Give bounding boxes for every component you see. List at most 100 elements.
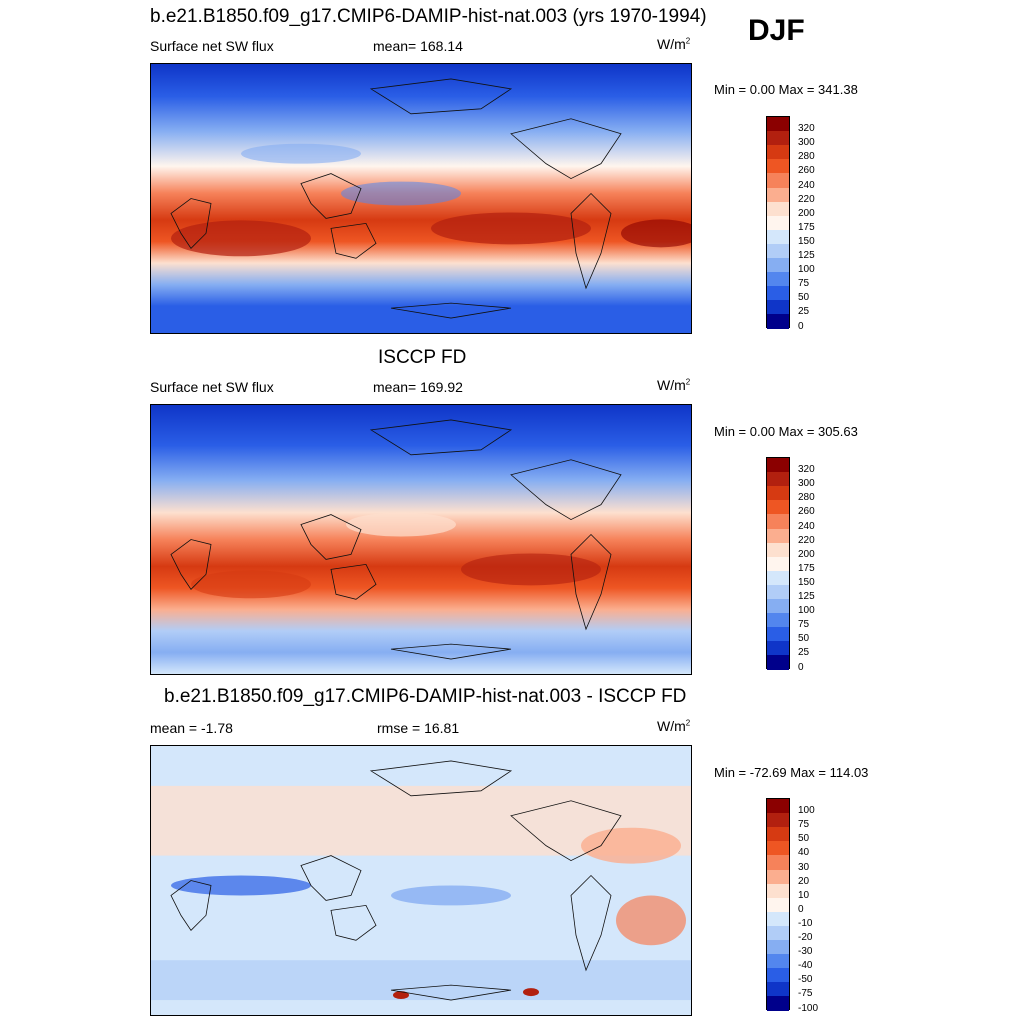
panel1-colorbar-label: 300 — [798, 137, 815, 149]
panel1-mean-label: mean= 168.14 — [373, 38, 463, 54]
panel2-colorbar-swatch — [767, 556, 789, 572]
panel1-map — [150, 63, 692, 334]
panel1-colorbar-swatch — [767, 187, 789, 203]
panel2-colorbar-swatch — [767, 613, 789, 628]
panel2-colorbar-label: 200 — [798, 548, 815, 560]
panel2-colorbar-label: 280 — [798, 492, 815, 504]
panel2-colorbar-label: 0 — [798, 661, 804, 673]
panel1-colorbar-swatch — [767, 229, 789, 245]
panel2-colorbar-swatch — [767, 486, 789, 501]
panel1-colorbar-label: 280 — [798, 151, 815, 163]
panel3-colorbar-swatch — [767, 996, 789, 1011]
panel1-colorbar-label: 100 — [798, 264, 815, 276]
panel3-colorbar-label: 10 — [798, 889, 810, 901]
panel3-colorbar-label: 75 — [798, 819, 810, 831]
panel2-colorbar-swatch — [767, 641, 789, 656]
panel3-minmax: Min = -72.69 Max = 114.03 — [714, 765, 869, 780]
panel2-colorbar-label: 175 — [798, 562, 815, 574]
panel3-colorbar-label: 30 — [798, 861, 810, 873]
panel3-colorbar-label: 20 — [798, 875, 810, 887]
panel1-colorbar-swatch — [767, 286, 789, 301]
panel3-colorbar-swatch — [767, 799, 789, 814]
panel3-colorbar-label: -20 — [798, 932, 813, 943]
panel2-colorbar-swatch — [767, 655, 789, 670]
panel3-colorbar-swatch — [767, 827, 789, 842]
panel2-colorbar-label: 240 — [798, 520, 815, 532]
panel3-colorbar-swatch — [767, 841, 789, 856]
panel2-map — [150, 404, 692, 675]
panel1-colorbar-swatch — [767, 300, 789, 315]
panel2-colorbar-label: 50 — [798, 633, 810, 645]
panel3-colorbar-label: 0 — [798, 903, 804, 915]
panel2-colorbar-label: 220 — [798, 534, 815, 546]
panel1-colorbar-label: 0 — [798, 320, 804, 332]
panel3-colorbar-swatch — [767, 982, 789, 997]
panel2-units: W/m2 — [657, 377, 691, 393]
panel1-colorbar-box — [766, 116, 790, 329]
panel1-colorbar-label: 75 — [798, 278, 810, 290]
panel1-colorbar-label: 260 — [798, 165, 815, 177]
panel3-colorbar-label: 50 — [798, 833, 810, 845]
panel3-colorbar-swatch — [767, 883, 789, 899]
panel3-colorbar-swatch — [767, 954, 789, 969]
panel1-colorbar-label: 175 — [798, 221, 815, 233]
panel3-colorbar-label: -100 — [798, 1002, 819, 1014]
panel3-colorbar-label: -30 — [798, 946, 813, 958]
panel1-title: b.e21.B1850.f09_g17.CMIP6-DAMIP-hist-nat… — [150, 6, 707, 27]
panel1-minmax: Min = 0.00 Max = 341.38 — [714, 82, 858, 97]
panel2-colorbar-swatch — [767, 514, 789, 529]
panel2-colorbar-label: 320 — [798, 464, 815, 476]
panel2-colorbar-swatch — [767, 542, 789, 558]
panel1-colorbar-swatch — [767, 201, 789, 217]
panel3-colorbar-label: -10 — [798, 917, 813, 929]
panel2-colorbar-label: 100 — [798, 605, 815, 617]
panel1-colorbar-label: 150 — [798, 235, 815, 247]
panel3-mean-label: mean = -1.78 — [150, 720, 233, 736]
panel1-colorbar-swatch — [767, 314, 789, 329]
panel3-colorbar-swatch — [767, 940, 789, 955]
panel3-colorbar-label: 40 — [798, 847, 810, 859]
panel1-colorbar-swatch — [767, 243, 789, 259]
panel3-colorbar-swatch — [767, 911, 789, 927]
panel1-colorbar-swatch — [767, 131, 789, 146]
panel2-title: ISCCP FD — [378, 347, 467, 368]
panel1-colorbar-swatch — [767, 145, 789, 160]
panel3-colorbar-swatch — [767, 897, 789, 913]
panel1-colorbar-label: 25 — [798, 306, 810, 318]
panel2-colorbar-label: 150 — [798, 576, 815, 588]
panel2-colorbar-swatch — [767, 472, 789, 487]
panel1-variable-label: Surface net SW flux — [150, 38, 274, 54]
panel3-colorbar-swatch — [767, 968, 789, 983]
panel2-colorbar-swatch — [767, 528, 789, 544]
panel3-colorbar-label: 100 — [798, 805, 815, 817]
panel1-units: W/m2 — [657, 36, 691, 52]
panel2-colorbar-swatch — [767, 570, 789, 586]
panel1-colorbar-label: 200 — [798, 207, 815, 219]
panel1-colorbar-label: 240 — [798, 179, 815, 191]
panel3-colorbar-label: -40 — [798, 960, 813, 972]
panel3-map — [150, 745, 692, 1016]
panel2-mean-label: mean= 169.92 — [373, 379, 463, 395]
panel2-colorbar-label: 125 — [798, 591, 815, 602]
panel1-colorbar-label: 125 — [798, 250, 815, 261]
panel3-rmse-label: rmse = 16.81 — [377, 720, 460, 736]
panel1-colorbar-label: 50 — [798, 292, 810, 304]
panel1-colorbar-swatch — [767, 258, 789, 273]
panel1-colorbar-swatch — [767, 173, 789, 188]
panel2-minmax: Min = 0.00 Max = 305.63 — [714, 424, 858, 439]
panel1-colorbar-label: 220 — [798, 193, 815, 205]
panel2-colorbar-label: 300 — [798, 478, 815, 490]
panel2-colorbar-swatch — [767, 584, 789, 600]
panel3-colorbar-box — [766, 798, 790, 1011]
panel3-colorbar-swatch — [767, 813, 789, 828]
panel1-colorbar-label: 320 — [798, 123, 815, 135]
panel3-colorbar-label: -75 — [798, 988, 813, 1000]
panel2-colorbar-swatch — [767, 458, 789, 473]
panel1-colorbar-swatch — [767, 272, 789, 287]
panel2-colorbar-label: 75 — [798, 619, 810, 631]
panel3-colorbar-label: -50 — [798, 974, 813, 986]
panel2-colorbar-swatch — [767, 627, 789, 642]
panel2-colorbar-swatch — [767, 599, 789, 614]
panel2-colorbar-label: 260 — [798, 506, 815, 518]
panel3-colorbar-swatch — [767, 855, 789, 870]
